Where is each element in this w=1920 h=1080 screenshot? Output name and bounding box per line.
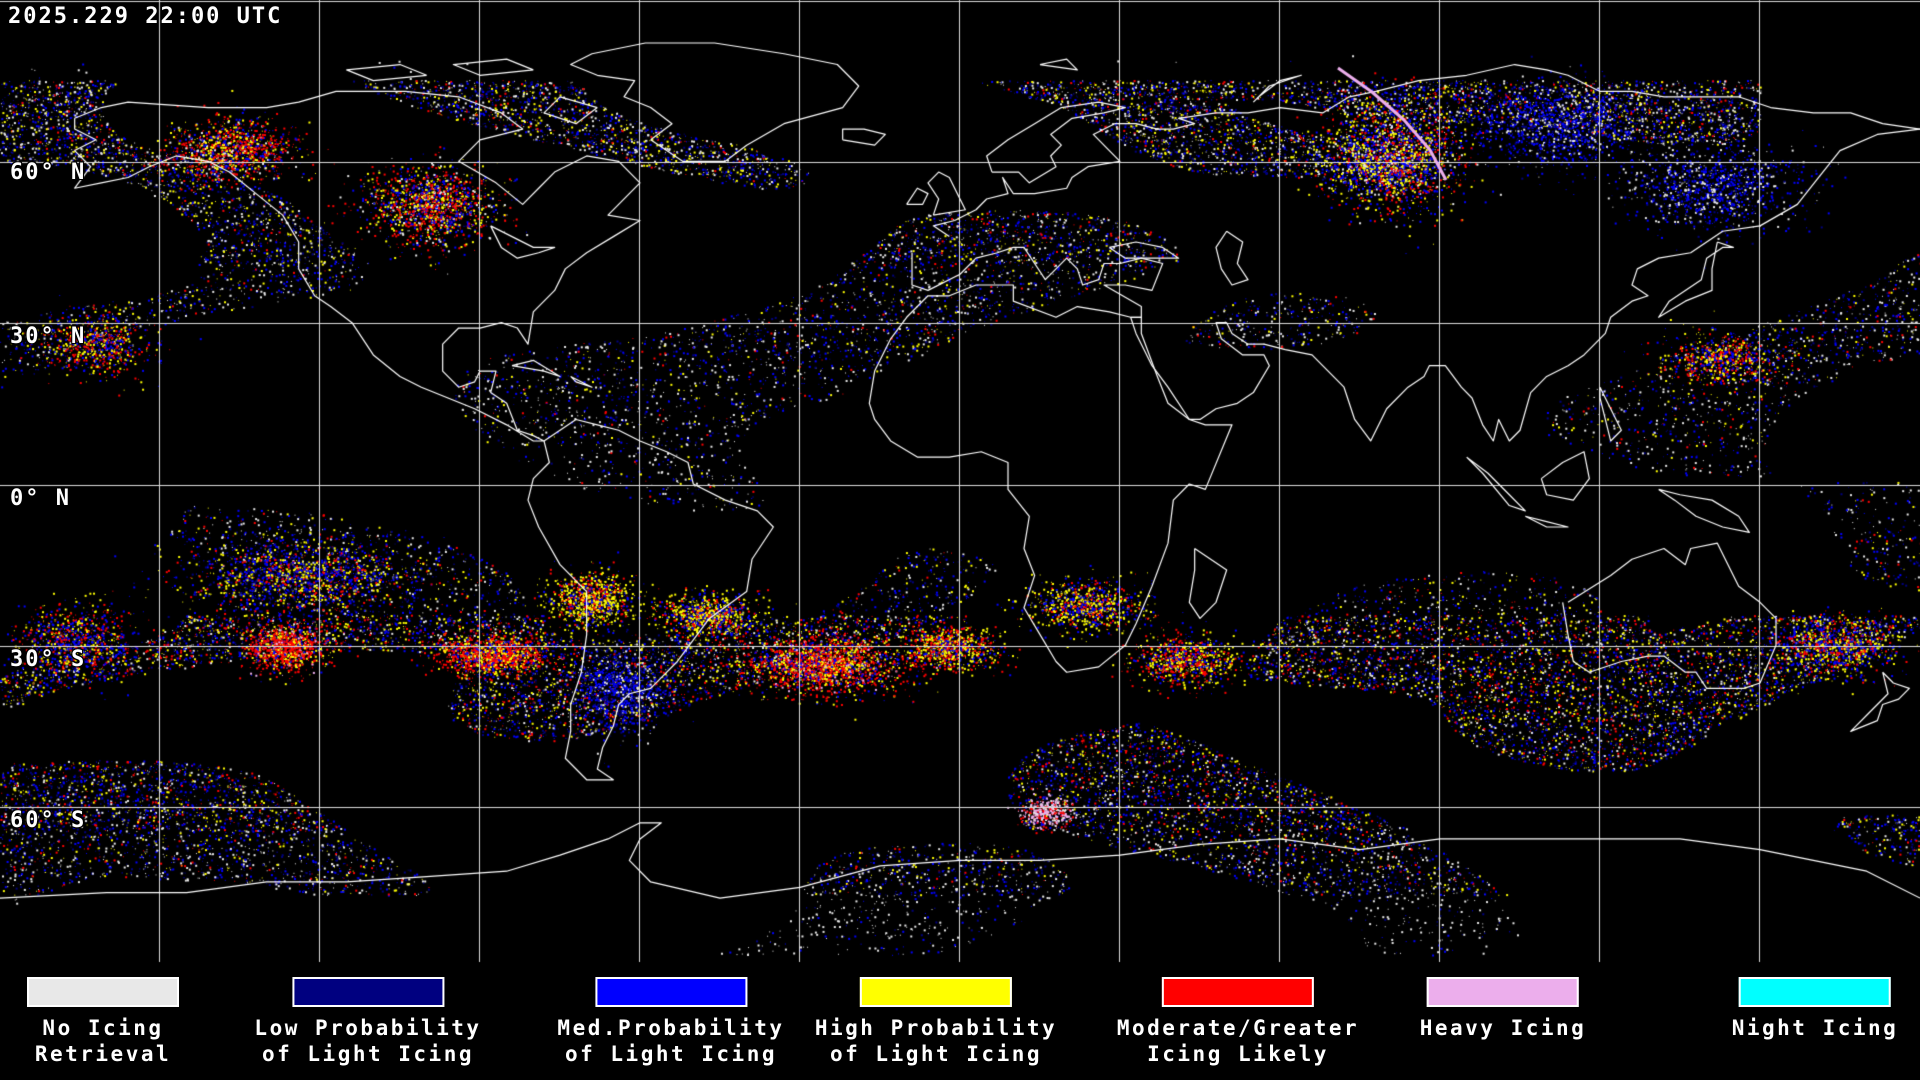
- heavy-icing-swatch: [1426, 977, 1579, 1007]
- legend-label: Low Probability: [254, 1016, 482, 1040]
- lat-label-30s: 30° S: [10, 647, 87, 672]
- legend-item-no-icing: No Icing Retrieval: [27, 977, 179, 1067]
- no-icing-swatch: [27, 977, 179, 1007]
- legend-label: Med.Probability: [557, 1016, 785, 1040]
- legend-label: Moderate/Greater: [1116, 1016, 1360, 1040]
- legend-item-heavy-icing: Heavy Icing: [1420, 977, 1587, 1041]
- low-probability-swatch: [292, 977, 444, 1007]
- night-icing-swatch: [1738, 977, 1891, 1007]
- legend-label: No Icing: [42, 1016, 164, 1040]
- legend-item-med-probability: Med.Probability of Light Icing: [557, 977, 784, 1067]
- legend-label: Night Icing: [1731, 1016, 1899, 1040]
- legend-label: Icing Likely: [1147, 1042, 1329, 1066]
- legend-label: of Light Icing: [261, 1042, 474, 1066]
- lat-label-60n: 60° N: [10, 160, 87, 185]
- timestamp: 2025.229 22:00 UTC: [8, 4, 283, 29]
- legend-item-night-icing: Night Icing: [1732, 977, 1899, 1041]
- legend-label: of Light Icing: [829, 1042, 1043, 1066]
- med-probability-swatch: [595, 977, 747, 1007]
- lat-label-60s: 60° S: [10, 808, 87, 833]
- legend-label: of Light Icing: [564, 1042, 777, 1066]
- moderate-greater-swatch: [1161, 977, 1314, 1007]
- legend-item-moderate-greater: Moderate/Greater Icing Likely: [1117, 977, 1359, 1067]
- legend-label: Heavy Icing: [1419, 1016, 1587, 1040]
- legend-label: High Probability: [814, 1016, 1058, 1040]
- legend-label: Retrieval: [34, 1042, 172, 1066]
- high-probability-swatch: [859, 977, 1012, 1007]
- legend-item-high-probability: High Probability of Light Icing: [815, 977, 1057, 1067]
- legend-item-low-probability: Low Probability of Light Icing: [254, 977, 481, 1067]
- lat-label-30n: 30° N: [10, 324, 87, 349]
- lat-label-0n: 0° N: [10, 486, 71, 511]
- legend: No Icing Retrieval Low Probability of Li…: [0, 968, 1920, 1080]
